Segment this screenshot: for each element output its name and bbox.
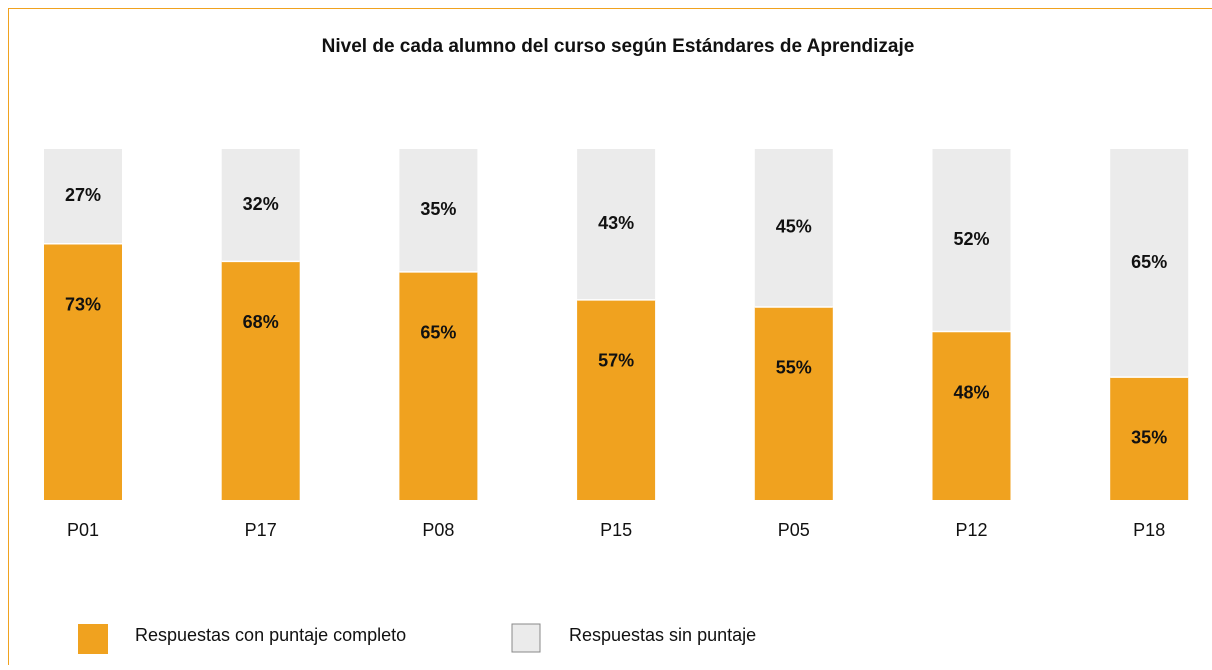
value-label: 73% xyxy=(65,295,101,315)
bar-segment xyxy=(932,331,1011,500)
value-label: 68% xyxy=(243,312,279,332)
legend-swatch xyxy=(511,623,541,653)
bar-segment xyxy=(754,149,833,307)
bar-segment xyxy=(577,149,656,300)
x-tick-label: P01 xyxy=(67,520,99,540)
bar-segment xyxy=(577,299,656,500)
value-label: 57% xyxy=(598,351,634,371)
x-tick-label: P05 xyxy=(778,520,810,540)
bar-segment xyxy=(1110,377,1189,500)
bar-segment xyxy=(399,149,478,272)
bar-segment xyxy=(44,243,122,500)
x-tick-label: P12 xyxy=(955,520,987,540)
bar-segment xyxy=(932,149,1011,332)
value-label: 65% xyxy=(1131,252,1167,272)
x-tick-label: P15 xyxy=(600,520,632,540)
legend-label: Respuestas con puntaje completo xyxy=(135,625,406,645)
x-tick-label: P08 xyxy=(422,520,454,540)
bar-segment xyxy=(399,271,478,500)
x-tick-label: P17 xyxy=(245,520,277,540)
value-label: 48% xyxy=(953,382,989,402)
value-label: 45% xyxy=(776,217,812,237)
value-label: 65% xyxy=(420,323,456,343)
value-label: 32% xyxy=(243,194,279,214)
bar-segment xyxy=(221,261,300,500)
bar-segment xyxy=(754,306,833,500)
chart-title: Nivel de cada alumno del curso según Est… xyxy=(322,36,915,57)
value-label: 35% xyxy=(1131,427,1167,447)
bar-segment xyxy=(221,149,300,262)
value-label: 35% xyxy=(420,199,456,219)
legend-label: Respuestas sin puntaje xyxy=(569,625,756,645)
value-label: 52% xyxy=(953,229,989,249)
value-label: 55% xyxy=(776,358,812,378)
bar-segment xyxy=(44,149,122,244)
value-label: 27% xyxy=(65,185,101,205)
value-label: 43% xyxy=(598,213,634,233)
x-tick-label: P18 xyxy=(1133,520,1165,540)
legend-swatch xyxy=(78,624,108,654)
bar-segment xyxy=(1110,149,1189,378)
